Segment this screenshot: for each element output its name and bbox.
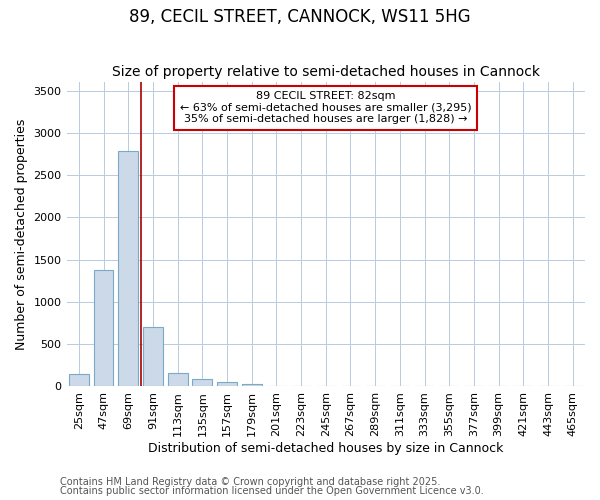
Bar <box>118 152 138 386</box>
Text: 89, CECIL STREET, CANNOCK, WS11 5HG: 89, CECIL STREET, CANNOCK, WS11 5HG <box>129 8 471 26</box>
Y-axis label: Number of semi-detached properties: Number of semi-detached properties <box>15 118 28 350</box>
Bar <box>69 374 89 386</box>
Title: Size of property relative to semi-detached houses in Cannock: Size of property relative to semi-detach… <box>112 66 540 80</box>
X-axis label: Distribution of semi-detached houses by size in Cannock: Distribution of semi-detached houses by … <box>148 442 503 455</box>
Bar <box>168 373 188 386</box>
Bar <box>94 270 113 386</box>
Text: 89 CECIL STREET: 82sqm
← 63% of semi-detached houses are smaller (3,295)
35% of : 89 CECIL STREET: 82sqm ← 63% of semi-det… <box>180 91 472 124</box>
Bar <box>143 328 163 386</box>
Bar <box>193 379 212 386</box>
Bar <box>242 384 262 386</box>
Bar <box>217 382 237 386</box>
Text: Contains public sector information licensed under the Open Government Licence v3: Contains public sector information licen… <box>60 486 484 496</box>
Text: Contains HM Land Registry data © Crown copyright and database right 2025.: Contains HM Land Registry data © Crown c… <box>60 477 440 487</box>
